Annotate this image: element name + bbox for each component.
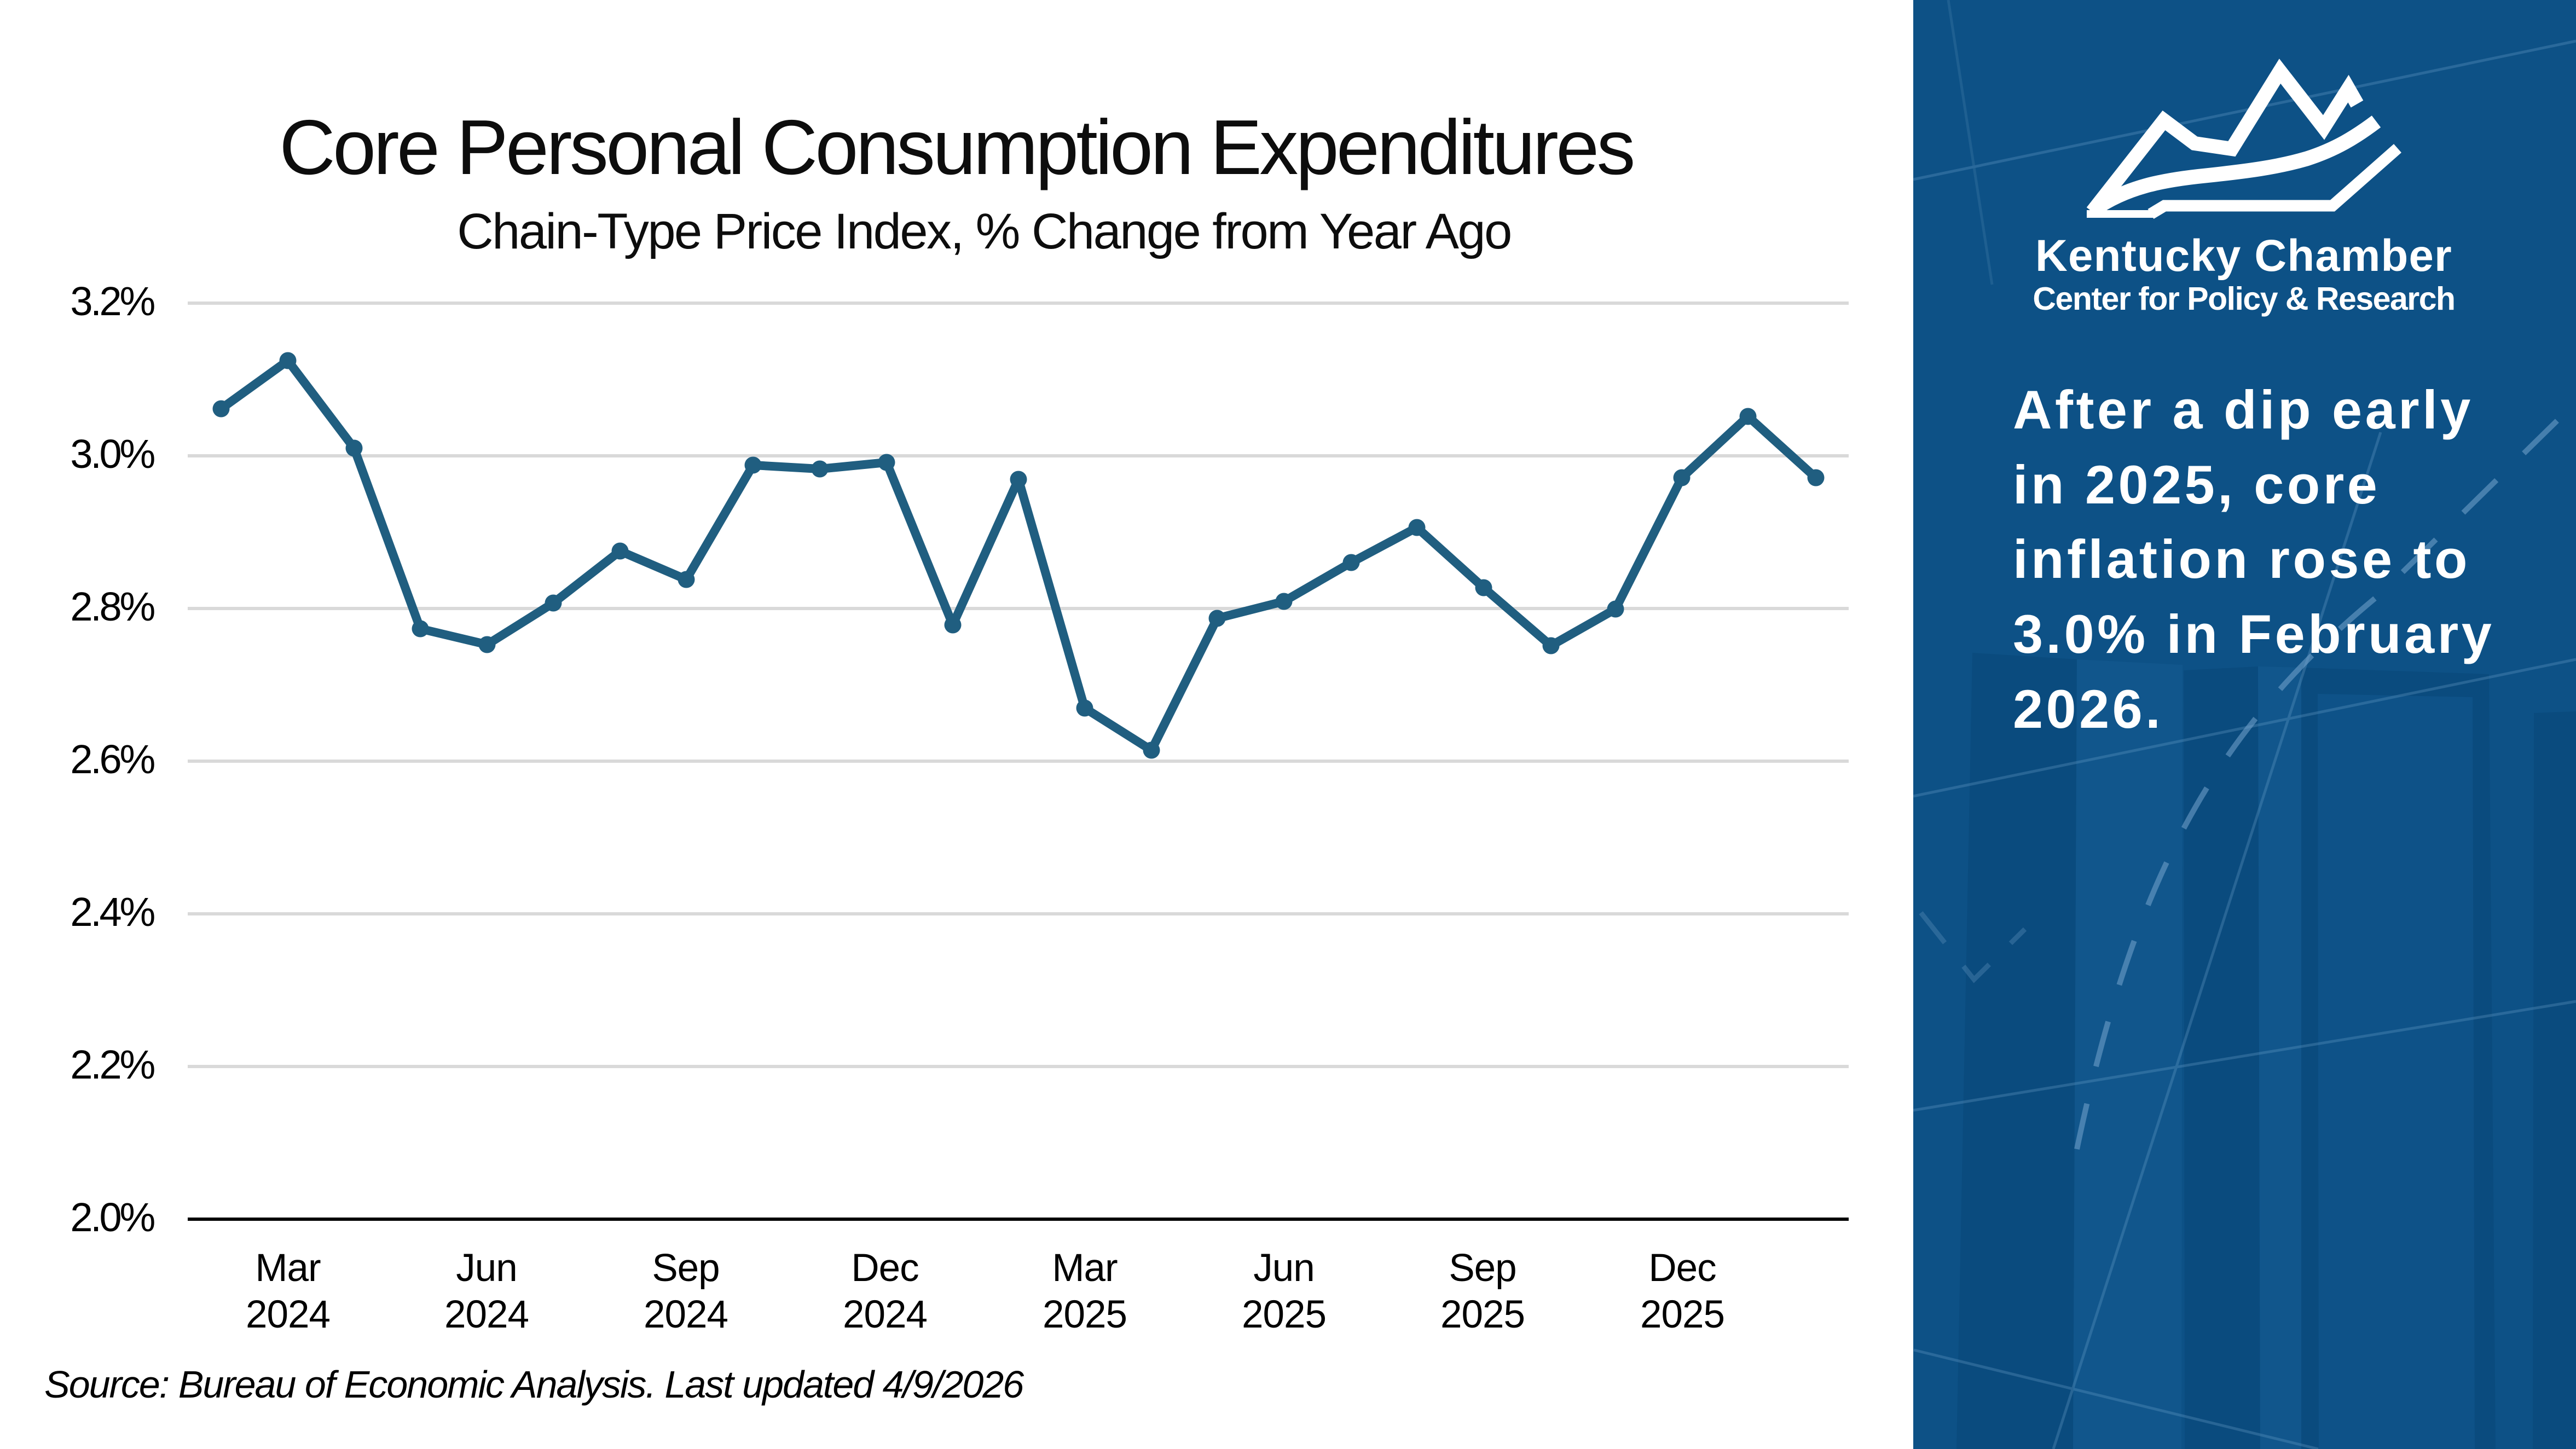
svg-text:2025: 2025	[1043, 1293, 1127, 1336]
svg-text:2024: 2024	[246, 1293, 330, 1336]
svg-text:Mar: Mar	[1052, 1247, 1118, 1290]
svg-text:Chain-Type Price Index, % Chan: Chain-Type Price Index, % Change from Ye…	[457, 204, 1511, 259]
svg-text:2.8%: 2.8%	[70, 584, 154, 629]
svg-text:in 2025, core: in 2025, core	[2013, 454, 2380, 515]
svg-text:After a dip early: After a dip early	[2013, 379, 2474, 440]
svg-text:2.2%: 2.2%	[70, 1042, 154, 1087]
svg-text:Center for Policy & Research: Center for Policy & Research	[2033, 281, 2455, 317]
svg-text:2024: 2024	[843, 1293, 927, 1336]
svg-text:3.0% in February: 3.0% in February	[2013, 604, 2494, 664]
svg-text:Sep: Sep	[652, 1247, 719, 1290]
svg-text:2026.: 2026.	[2013, 679, 2163, 739]
svg-text:2025: 2025	[1242, 1293, 1326, 1336]
svg-text:Sep: Sep	[1449, 1247, 1516, 1290]
svg-text:2.0%: 2.0%	[70, 1195, 154, 1240]
svg-text:Kentucky Chamber: Kentucky Chamber	[2035, 231, 2452, 281]
svg-text:2.4%: 2.4%	[70, 889, 154, 935]
svg-text:3.0%: 3.0%	[70, 431, 154, 477]
svg-text:Mar: Mar	[255, 1247, 321, 1290]
svg-text:2024: 2024	[444, 1293, 529, 1336]
svg-text:2025: 2025	[1440, 1293, 1525, 1336]
svg-text:Dec: Dec	[851, 1247, 918, 1290]
svg-text:3.2%: 3.2%	[70, 279, 154, 324]
svg-text:Core Personal Consumption Expe: Core Personal Consumption Expenditures	[279, 104, 1633, 191]
svg-text:2024: 2024	[644, 1293, 728, 1336]
svg-text:Source: Bureau of Economic Ana: Source: Bureau of Economic Analysis. Las…	[44, 1363, 1024, 1406]
svg-text:Jun: Jun	[1253, 1247, 1314, 1290]
svg-text:inflation rose to: inflation rose to	[2013, 529, 2470, 589]
svg-text:2025: 2025	[1640, 1293, 1724, 1336]
svg-text:Dec: Dec	[1648, 1247, 1716, 1290]
svg-text:2.6%: 2.6%	[70, 737, 154, 782]
svg-text:Jun: Jun	[456, 1247, 517, 1290]
